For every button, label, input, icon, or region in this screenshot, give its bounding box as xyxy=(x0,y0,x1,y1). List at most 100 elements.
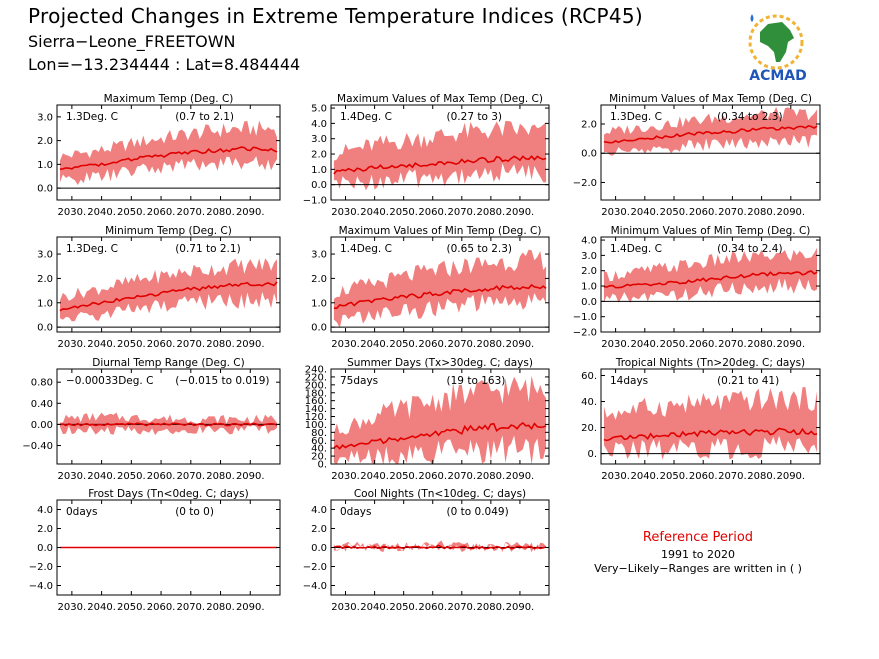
y-tick-label: 4.0 xyxy=(37,505,53,516)
chart-title: Minimum Temp (Deg. C) xyxy=(105,225,232,237)
median-change-label: 1.4Deg. C xyxy=(340,243,392,255)
y-tick-label: 200. xyxy=(305,380,327,391)
y-tick-label: 1.0 xyxy=(37,298,53,309)
y-tick-label: 120. xyxy=(305,412,327,423)
y-tick-label: 2.0 xyxy=(37,136,53,147)
x-tick-label: 2070. xyxy=(176,471,205,482)
y-tick-label: 1.0 xyxy=(581,282,597,293)
station-coordinates: Lon=−13.234444 : Lat=8.484444 xyxy=(28,55,301,74)
median-line xyxy=(59,422,278,427)
uncertainty-band xyxy=(603,247,818,303)
likely-range-label: (0 to 0.049) xyxy=(447,506,509,518)
x-tick-label: 2090. xyxy=(506,602,535,613)
y-tick-label: 2.0 xyxy=(581,120,597,131)
y-tick-label: 0.40 xyxy=(31,399,53,410)
x-tick-label: 2060. xyxy=(147,339,176,350)
y-tick-label: 1.0 xyxy=(311,165,327,176)
reference-period-note: Very−Likely−Ranges are written in ( ) xyxy=(594,562,802,575)
chart-title: Tropical Nights (Tn>20deg. C; days) xyxy=(615,357,805,369)
median-line xyxy=(59,281,278,312)
median-line xyxy=(333,155,547,175)
x-tick-label: 2090. xyxy=(236,471,265,482)
x-tick-label: 2080. xyxy=(477,602,506,613)
median-change-label: 0days xyxy=(66,506,97,518)
x-tick-label: 2030. xyxy=(601,471,630,482)
x-tick-label: 2030. xyxy=(331,339,360,350)
x-tick-label: 2060. xyxy=(418,207,447,218)
x-tick-label: 2040. xyxy=(360,602,389,613)
x-tick-label: 2080. xyxy=(206,602,235,613)
y-tick-label: 3.0 xyxy=(581,251,597,262)
uncertainty-band xyxy=(333,249,547,328)
chart-title: Maximum Values of Min Temp (Deg. C) xyxy=(339,225,542,237)
x-tick-label: 2060. xyxy=(418,339,447,350)
plot-frame xyxy=(330,236,550,333)
y-tick-label: 140. xyxy=(305,404,327,415)
x-tick-label: 2080. xyxy=(206,471,235,482)
x-tick-label: 2040. xyxy=(630,471,659,482)
x-tick-label: 2040. xyxy=(630,339,659,350)
x-tick-label: 2030. xyxy=(58,207,87,218)
chart-panel-5: 2030. 2040. 2050. 2060. 2070. 2080. 2090. 0.0 1.… xyxy=(311,225,550,350)
likely-range-label: (0.34 to 2.3) xyxy=(717,111,783,123)
y-tick-label: 3.0 xyxy=(37,112,53,123)
y-tick-label: 5.0 xyxy=(311,104,327,115)
plot-frame xyxy=(56,104,281,201)
plot-frame xyxy=(330,104,550,201)
median-change-label: 14days xyxy=(610,375,648,387)
likely-range-label: (−0.015 to 0.019) xyxy=(175,375,269,387)
x-tick-label: 2060. xyxy=(418,602,447,613)
median-change-label: 1.3Deg. C xyxy=(610,111,662,123)
chart-panel-1: 2030. 2040. 2050. 2060. 2070. 2080. 2090. 0.0 1.… xyxy=(37,93,281,218)
y-tick-label: 0.0 xyxy=(311,180,327,191)
uncertainty-band xyxy=(59,412,278,436)
y-tick-label: 2.0 xyxy=(311,274,327,285)
likely-range-label: (0.27 to 3) xyxy=(447,111,502,123)
uncertainty-band xyxy=(603,106,818,156)
x-tick-label: 2050. xyxy=(660,207,689,218)
y-tick-label: 60. xyxy=(311,436,327,447)
y-tick-label: 0.00 xyxy=(31,420,53,431)
x-tick-label: 2080. xyxy=(477,207,506,218)
y-tick-label: 240. xyxy=(305,365,327,376)
y-tick-label: −2.0 xyxy=(573,328,597,339)
likely-range-label: (19 to 163) xyxy=(447,375,506,387)
x-tick-label: 2050. xyxy=(117,471,146,482)
x-tick-label: 2060. xyxy=(689,471,718,482)
x-tick-label: 2050. xyxy=(389,471,418,482)
chart-panel-8: 2030. 2040. 2050. 2060. 2070. 2080. 2090. 0.20.… xyxy=(305,357,550,482)
x-tick-label: 2090. xyxy=(506,339,535,350)
chart-panel-4: 2030. 2040. 2050. 2060. 2070. 2080. 2090. 0.0 1.… xyxy=(37,225,281,350)
likely-range-label: (0.34 to 2.4) xyxy=(717,243,783,255)
x-tick-label: 2040. xyxy=(360,207,389,218)
y-tick-label: 3.0 xyxy=(311,250,327,261)
page-title: Projected Changes in Extreme Temperature… xyxy=(28,4,644,28)
uncertainty-band xyxy=(59,120,278,185)
y-tick-label: 0.0 xyxy=(311,323,327,334)
median-change-label: 75days xyxy=(340,375,378,387)
x-tick-label: 2090. xyxy=(236,339,265,350)
chart-panel-7: 2030. 2040. 2050. 2060. 2070. 2080. 2090. −0.40… xyxy=(22,357,281,482)
chart-panel-11: 2030. 2040. 2050. 2060. 2070. 2080. 2090. −4.0 −… xyxy=(303,488,550,613)
x-tick-label: 2070. xyxy=(447,207,476,218)
chart-panel-10: 2030. 2040. 2050. 2060. 2070. 2080. 2090. −4.0 −… xyxy=(29,488,281,613)
y-tick-label: 4.0 xyxy=(311,505,327,516)
x-tick-label: 2090. xyxy=(776,207,805,218)
reference-period-years: 1991 to 2020 xyxy=(660,548,736,561)
y-tick-label: −2.0 xyxy=(573,178,597,189)
x-tick-label: 2030. xyxy=(331,471,360,482)
y-tick-label: 0.0 xyxy=(37,543,53,554)
x-tick-label: 2040. xyxy=(87,207,116,218)
x-tick-label: 2050. xyxy=(660,339,689,350)
x-tick-label: 2080. xyxy=(477,339,506,350)
median-change-label: 1.4Deg. C xyxy=(610,243,662,255)
x-tick-label: 2030. xyxy=(331,602,360,613)
chart-title: Diurnal Temp Range (Deg. C) xyxy=(92,357,244,369)
y-tick-label: 0. xyxy=(317,460,327,471)
x-tick-label: 2060. xyxy=(147,207,176,218)
x-tick-label: 2040. xyxy=(360,471,389,482)
y-tick-label: 0.80 xyxy=(31,378,53,389)
y-tick-label: 80. xyxy=(311,428,327,439)
y-tick-label: 0.0 xyxy=(581,297,597,308)
